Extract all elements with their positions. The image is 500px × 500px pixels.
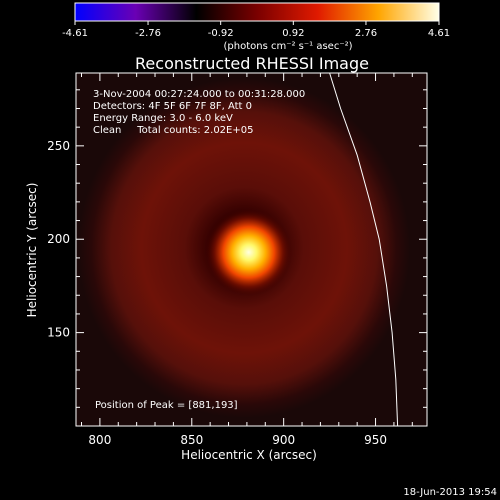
x-tick-label: 850 xyxy=(180,433,203,447)
chart-title: Reconstructed RHESSI Image xyxy=(135,54,369,73)
peak-source xyxy=(204,208,293,297)
annotation-detectors: Detectors: 4F 5F 6F 7F 8F, Att 0 xyxy=(93,101,252,112)
x-axis-label: Heliocentric X (arcsec) xyxy=(181,448,317,462)
colorbar-tick-label: -0.92 xyxy=(208,28,234,39)
colorbar-tick-label: 4.61 xyxy=(428,28,450,39)
x-tick-label: 950 xyxy=(364,433,387,447)
colorbar xyxy=(74,2,440,22)
annotation-energy: Energy Range: 3.0 - 6.0 keV xyxy=(93,113,233,124)
y-tick-label: 250 xyxy=(47,139,70,153)
axis-ticks: 800 850 900 950 150 200 250 xyxy=(47,73,427,447)
y-tick-label: 150 xyxy=(47,326,70,340)
colorbar-tick-label: 2.76 xyxy=(355,28,377,39)
annotation-peak: Position of Peak = [881,193] xyxy=(95,400,238,411)
colorbar-tick-label: -4.61 xyxy=(62,28,88,39)
colorbar-tick-label: 0.92 xyxy=(282,28,304,39)
y-axis-label: Heliocentric Y (arcsec) xyxy=(25,183,39,318)
x-tick-label: 800 xyxy=(88,433,111,447)
annotation-clean: Clean Total counts: 2.02E+05 xyxy=(93,125,253,136)
plot-frame xyxy=(75,72,428,427)
colorbar-ticks: -4.61 -2.76 -0.92 0.92 2.76 4.61 xyxy=(62,21,450,39)
annotation-time: 3-Nov-2004 00:27:24.000 to 00:31:28.000 xyxy=(93,89,305,100)
x-tick-label: 900 xyxy=(272,433,295,447)
colorbar-tick-label: -2.76 xyxy=(135,28,161,39)
colorbar-units: (photons cm⁻² s⁻¹ asec⁻²) xyxy=(223,41,352,52)
solar-limb-line xyxy=(329,73,399,426)
y-tick-label: 200 xyxy=(47,232,70,246)
heatmap-image xyxy=(78,73,410,426)
footer-date: 18-Jun-2013 19:54 xyxy=(403,487,497,498)
